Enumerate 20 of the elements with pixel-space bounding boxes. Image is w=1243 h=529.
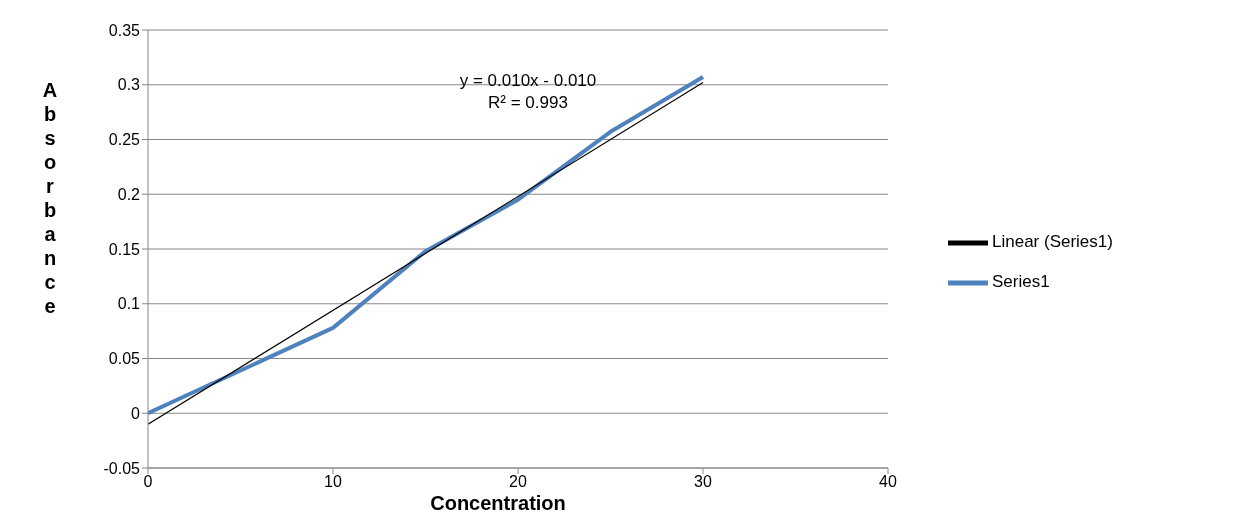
- x-tick-label: 30: [694, 473, 712, 491]
- y-tick-label: 0.25: [108, 131, 141, 149]
- x-tick-label: 0: [143, 473, 153, 491]
- legend-label: Linear (Series1): [992, 232, 1113, 252]
- x-tick-label: 20: [509, 473, 527, 491]
- y-tick-label: 0.05: [108, 350, 141, 368]
- legend-label: Series1: [992, 272, 1050, 292]
- y-tick-label: -0.05: [103, 459, 141, 477]
- annotation: R² = 0.993: [487, 92, 569, 114]
- annotation: y = 0.010x - 0.010: [458, 70, 598, 92]
- text: Absorbance: [42, 79, 58, 317]
- y-tick-label: 0.3: [117, 76, 141, 94]
- y-tick-label: 0.35: [108, 21, 141, 39]
- x-axis-title: Concentration: [429, 492, 567, 515]
- y-tick-label: 0.1: [117, 295, 141, 313]
- x-tick-label: 10: [324, 473, 342, 491]
- x-tick-label: 40: [879, 473, 897, 491]
- y-tick-label: 0: [131, 404, 141, 422]
- y-tick-label: 0.15: [108, 240, 141, 258]
- y-tick-label: 0.2: [117, 185, 141, 203]
